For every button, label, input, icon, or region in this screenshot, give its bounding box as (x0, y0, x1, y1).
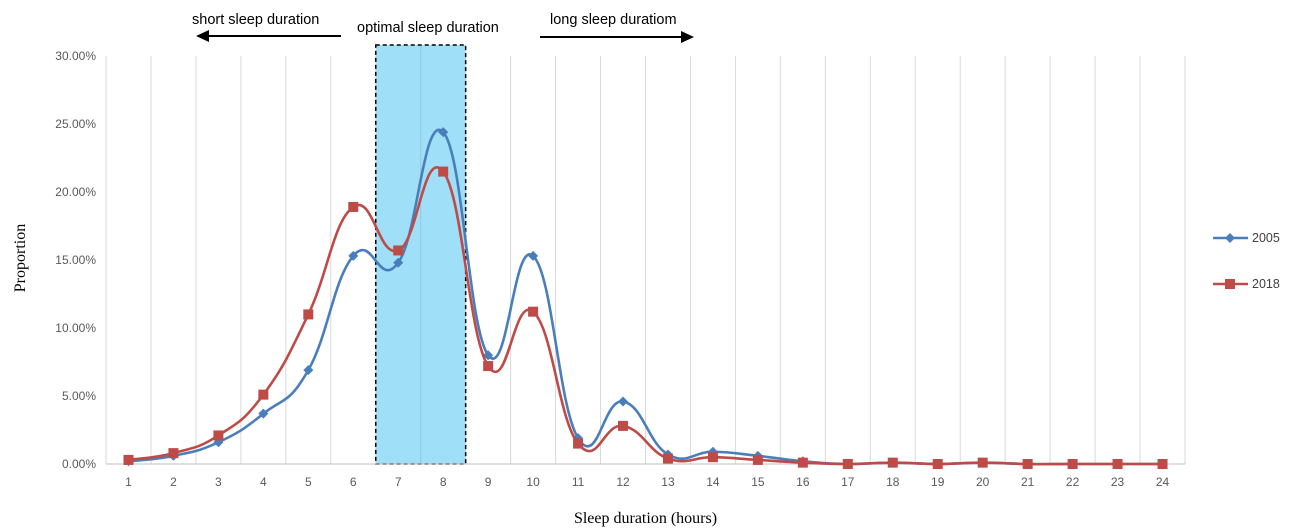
data-point-2018 (123, 454, 134, 465)
x-tick-label: 11 (572, 475, 585, 489)
x-tick-label: 20 (976, 475, 990, 489)
data-point-2018 (887, 457, 898, 468)
x-tick-label: 3 (215, 475, 222, 489)
short-sleep-arrowhead (196, 30, 209, 42)
x-tick-label: 6 (350, 475, 357, 489)
y-tick-label: 5.00% (62, 389, 96, 403)
x-tick-label: 12 (616, 475, 630, 489)
data-point-2018 (213, 430, 224, 441)
y-tick-label: 15.00% (55, 253, 96, 267)
x-tick-label: 5 (305, 475, 312, 489)
data-point-2018 (528, 306, 539, 317)
data-point-2018 (797, 457, 808, 468)
data-series (123, 127, 1168, 469)
data-point-2005 (618, 396, 629, 407)
x-tick-label: 19 (931, 475, 945, 489)
data-point-2018 (1067, 459, 1078, 469)
legend-marker-2018 (1225, 279, 1235, 289)
legend-marker-2005 (1225, 233, 1235, 243)
data-point-2018 (258, 389, 269, 400)
data-point-2018 (977, 457, 988, 468)
x-tick-label: 14 (706, 475, 720, 489)
y-tick-label: 25.00% (55, 117, 96, 131)
data-point-2018 (932, 459, 943, 469)
data-point-2005 (393, 257, 404, 268)
x-tick-label: 22 (1066, 475, 1080, 489)
y-axis-title: Proportion (12, 224, 29, 292)
x-tick-label: 2 (170, 475, 177, 489)
data-point-2018 (1112, 459, 1123, 469)
x-tick-label: 4 (260, 475, 267, 489)
x-tick-label: 8 (440, 475, 447, 489)
data-point-2018 (348, 201, 359, 212)
x-tick-label: 21 (1021, 475, 1035, 489)
data-point-2005 (438, 127, 449, 138)
data-point-2005 (303, 365, 314, 376)
y-tick-label: 0.00% (62, 457, 96, 471)
data-point-2018 (303, 309, 314, 320)
data-point-2018 (707, 452, 718, 463)
x-tick-label: 17 (841, 475, 855, 489)
data-point-2018 (483, 361, 494, 372)
data-point-2018 (1022, 459, 1033, 469)
x-tick-label: 16 (796, 475, 810, 489)
x-tick-label: 24 (1156, 475, 1170, 489)
data-point-2018 (752, 454, 763, 465)
data-point-2005 (483, 350, 494, 361)
x-tick-label: 15 (751, 475, 765, 489)
long-sleep-label: long sleep duratiom (550, 12, 677, 28)
legend: 2005 2018 (1213, 231, 1280, 291)
x-tick-label: 9 (485, 475, 492, 489)
annotations: short sleep duration optimal sleep durat… (192, 12, 694, 43)
legend-label-2018: 2018 (1252, 277, 1280, 291)
x-tick-label: 18 (886, 475, 900, 489)
data-point-2018 (393, 245, 404, 256)
data-point-2018 (1157, 459, 1168, 469)
data-point-2018 (842, 459, 853, 469)
data-point-2005 (528, 250, 539, 261)
data-point-2018 (662, 453, 673, 464)
x-tick-label: 13 (661, 475, 675, 489)
data-point-2005 (258, 408, 269, 419)
axes: 1 2 3 4 5 6 7 8 9 10 11 12 13 14 15 16 17 18 19 20 21 22 23 240… (55, 49, 1185, 489)
x-tick-label: 23 (1111, 475, 1125, 489)
short-sleep-label: short sleep duration (192, 12, 319, 28)
data-point-2018 (438, 166, 449, 177)
x-axis-title: Sleep duration (hours) (574, 510, 717, 527)
y-tick-label: 30.00% (55, 49, 96, 63)
data-point-2005 (348, 250, 359, 261)
optimal-sleep-label: optimal sleep duration (357, 20, 499, 36)
vertical-gridlines (105, 56, 1186, 464)
data-point-2018 (168, 448, 179, 459)
y-tick-label: 20.00% (55, 185, 96, 199)
x-tick-label: 7 (395, 475, 402, 489)
y-tick-label: 10.00% (55, 321, 96, 335)
data-point-2018 (573, 438, 584, 449)
legend-label-2005: 2005 (1252, 231, 1280, 245)
long-sleep-arrowhead (681, 31, 694, 43)
x-tick-label: 1 (125, 475, 132, 489)
data-point-2018 (618, 420, 629, 431)
x-tick-label: 10 (526, 475, 540, 489)
